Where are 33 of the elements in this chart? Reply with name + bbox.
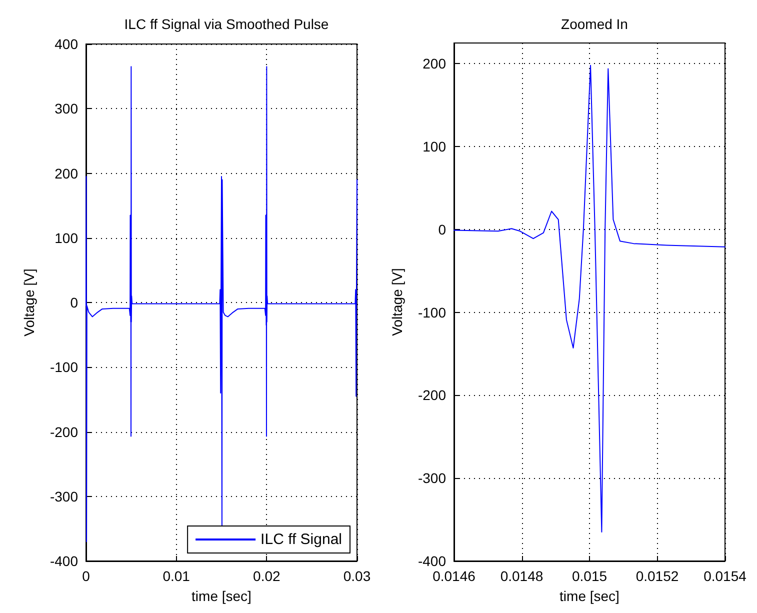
x-tick-label: 0.015	[572, 568, 608, 584]
x-axis-title: time [sec]	[192, 588, 252, 604]
y-tick-label: 300	[54, 100, 78, 117]
line-series	[454, 64, 726, 532]
x-tick-label: 0.0148	[500, 568, 544, 584]
chart-title: Zoomed In	[561, 16, 628, 32]
x-tick-label: 0.01	[162, 568, 190, 584]
y-tick-label: -200	[418, 387, 446, 404]
y-tick-label: -300	[50, 488, 78, 504]
x-tick-label: 0.0146	[432, 568, 476, 584]
y-tick-label: 200	[54, 165, 78, 182]
y-tick-label: -400	[418, 553, 446, 569]
y-tick-label: -100	[418, 304, 446, 320]
y-tick-label: 0	[70, 294, 78, 310]
y-tick-label: 200	[422, 56, 446, 72]
chart-title: ILC ff Signal via Smoothed Pulse	[124, 16, 329, 32]
y-tick-label: 100	[54, 230, 78, 246]
y-axis-title: Voltage [V]	[389, 268, 405, 336]
x-tick-label: 0.0154	[704, 568, 747, 584]
legend-label: ILC ff Signal	[260, 531, 342, 548]
x-tick-label: 0.0152	[636, 568, 679, 584]
y-tick-label: 400	[54, 36, 78, 52]
y-tick-label: -100	[50, 359, 78, 376]
x-tick-label: 0	[82, 568, 90, 584]
y-tick-label: -400	[50, 553, 78, 569]
x-tick-label: 0.03	[343, 568, 371, 584]
y-tick-label: 100	[422, 138, 446, 155]
y-tick-label: 0	[438, 221, 446, 238]
y-tick-label: -200	[50, 424, 78, 440]
y-axis-title: Voltage [V]	[21, 268, 37, 336]
y-tick-label: -300	[418, 470, 446, 486]
x-tick-label: 0.02	[253, 568, 281, 584]
x-axis-title: time [sec]	[560, 588, 620, 604]
